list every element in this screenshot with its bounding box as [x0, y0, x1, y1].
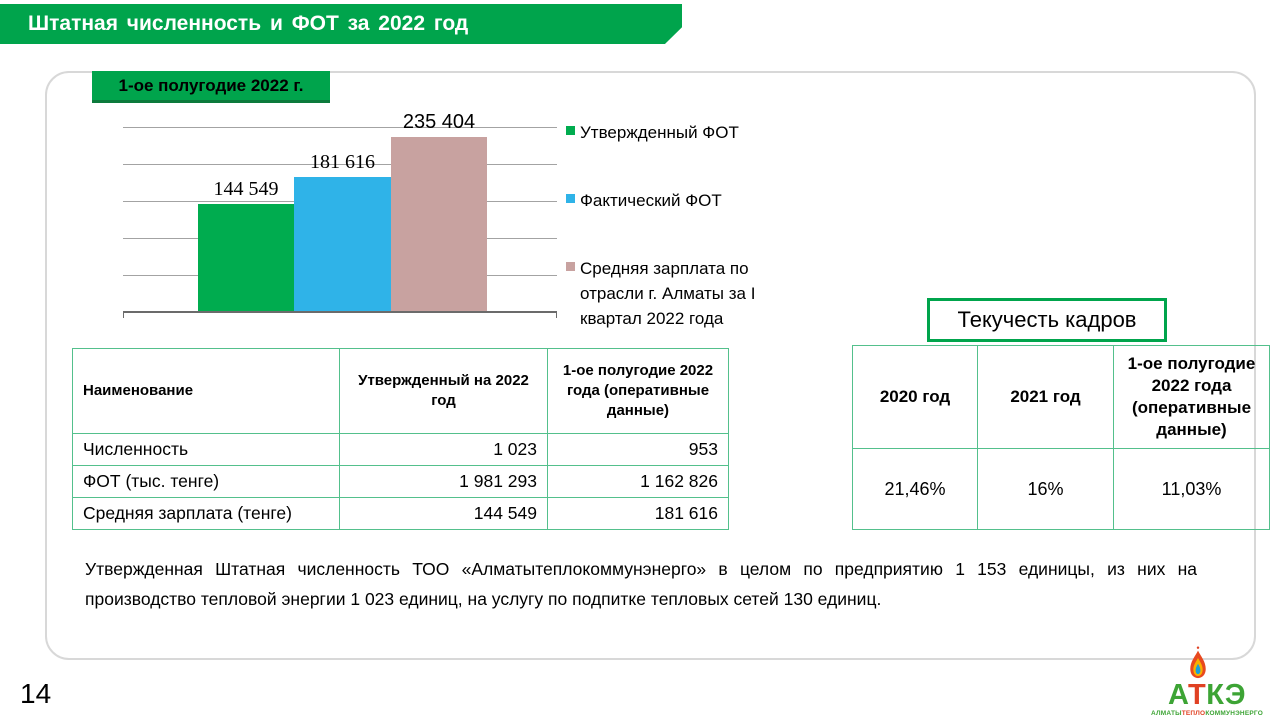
company-logo: АТКЭ АЛМАТЫТЕПЛОКОММУНЭНЕРГО — [1150, 646, 1264, 718]
turnover-header-cell: 2021 год — [977, 345, 1114, 449]
turnover-table-body: 21,46% 16% 11,03% — [852, 448, 1270, 530]
legend-item: Средняя зарплата по отрасли г. Алматы за… — [566, 256, 780, 331]
flame-icon — [1190, 646, 1206, 679]
logo-subtitle: АЛМАТЫТЕПЛОКОММУНЭНЕРГО — [1150, 710, 1264, 717]
staff-table-body: Численность 1 023 953 ФОТ (тыс. тенге) 1 981… — [72, 433, 729, 530]
staff-header-cell: 1-ое полугодие 2022 года (оперативные да… — [547, 348, 729, 434]
turnover-cell: 16% — [977, 448, 1114, 530]
turnover-table-header: 2020 год 2021 год 1-ое полугодие 2022 года… — [852, 345, 1270, 449]
legend-label: Фактический ФОТ — [580, 191, 722, 210]
staff-table-header: Наименование Утвержденный на 2022 год 1-ое… — [72, 348, 729, 434]
note-paragraph: Утвержденная Штатная численность ТОО «Ал… — [85, 556, 1197, 612]
turnover-header-cell: 2020 год — [852, 345, 978, 449]
chart-bar — [391, 137, 487, 311]
staff-cell: 1 023 — [339, 433, 548, 466]
logo-subtitle-part: ТЕПЛО — [1181, 710, 1206, 717]
turnover-table: 2020 год 2021 год 1-ое полугодие 2022 года… — [852, 345, 1270, 530]
turnover-header-cell: 1-ое полугодие 2022 года (оперативные да… — [1113, 345, 1270, 449]
chart-plot: 144 549 181 616 235 404 — [123, 111, 557, 318]
staff-cell: ФОТ (тыс. тенге) — [72, 465, 340, 498]
bar-value-label: 181 616 — [310, 151, 375, 173]
bar-value-label: 235 404 — [402, 111, 476, 133]
legend-swatch — [566, 194, 575, 203]
x-axis-line — [123, 311, 557, 318]
gridline — [123, 127, 557, 128]
bar-value-label: 144 549 — [213, 178, 279, 200]
staff-cell: 144 549 — [339, 497, 548, 530]
legend-item: Фактический ФОТ — [566, 188, 722, 213]
legend-item: Утвержденный ФОТ — [566, 120, 739, 145]
note-line-2: производство тепловой энергии 1 023 един… — [85, 589, 882, 609]
legend-label: Утвержденный ФОТ — [580, 123, 739, 142]
chart-bar — [294, 177, 391, 311]
staff-header-cell: Наименование — [72, 348, 340, 434]
chart-bar — [198, 204, 294, 311]
legend-swatch — [566, 126, 575, 135]
staff-cell: Средняя зарплата (тенге) — [72, 497, 340, 530]
chart-legend: Утвержденный ФОТ Фактический ФОТ Средняя з… — [566, 120, 818, 350]
staff-cell: 181 616 — [547, 497, 729, 530]
staff-cell: 1 981 293 — [339, 465, 548, 498]
staff-cell: 1 162 826 — [547, 465, 729, 498]
turnover-cell: 11,03% — [1113, 448, 1270, 530]
period-label: 1-ое полугодие 2022 г. — [92, 71, 330, 103]
logo-letter: Т — [1188, 679, 1207, 711]
staff-cell: 953 — [547, 433, 729, 466]
staff-table: Наименование Утвержденный на 2022 год 1-ое… — [72, 348, 729, 530]
logo-letter: Э — [1224, 679, 1246, 711]
staff-table-row: Численность 1 023 953 — [72, 433, 729, 466]
slide-title-banner: Штатная численность и ФОТ за 2022 год — [0, 4, 682, 44]
logo-subtitle-part: АЛМАТЫ — [1151, 710, 1182, 717]
logo-subtitle-part: КОММУНЭНЕРГО — [1205, 710, 1263, 717]
turnover-header-row: 2020 год 2021 год 1-ое полугодие 2022 года… — [852, 345, 1270, 449]
staff-header-cell: Утвержденный на 2022 год — [339, 348, 548, 434]
page-number: 14 — [20, 678, 52, 709]
turnover-values-row: 21,46% 16% 11,03% — [852, 448, 1270, 530]
logo-letter: А — [1168, 679, 1189, 711]
turnover-cell: 21,46% — [852, 448, 978, 530]
logo-letter: К — [1206, 679, 1225, 711]
staff-header-row: Наименование Утвержденный на 2022 год 1-ое… — [72, 348, 729, 434]
slide-title: Штатная численность и ФОТ за 2022 год — [28, 12, 469, 35]
legend-swatch — [566, 262, 575, 271]
note-line-1: Утвержденная Штатная численность ТОО «Ал… — [85, 559, 1197, 579]
gridline — [123, 164, 557, 165]
staff-table-row: Средняя зарплата (тенге) 144 549 181 616 — [72, 497, 729, 530]
staff-table-row: ФОТ (тыс. тенге) 1 981 293 1 162 826 — [72, 465, 729, 498]
staff-cell: Численность — [72, 433, 340, 466]
logo-letters: АТКЭ — [1150, 680, 1264, 710]
legend-label: Средняя зарплата по отрасли г. Алматы за… — [580, 259, 756, 328]
turnover-title-box: Текучесть кадров — [927, 298, 1167, 342]
